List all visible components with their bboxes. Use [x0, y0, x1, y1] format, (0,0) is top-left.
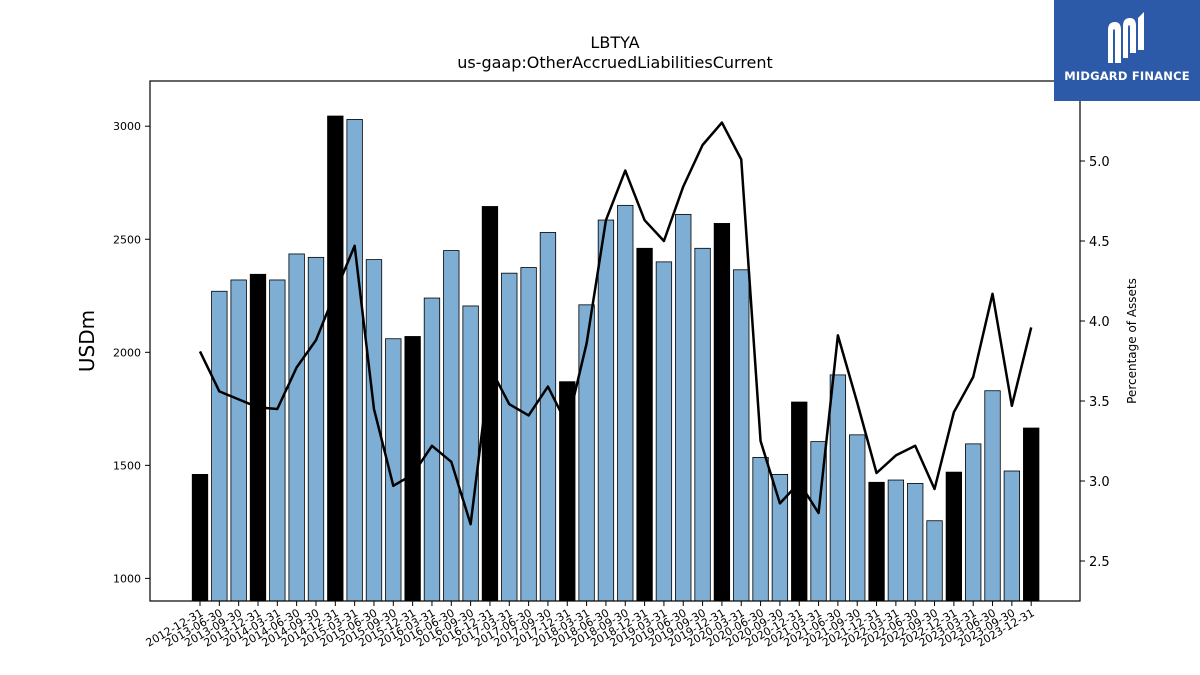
chart-title: LBTYA — [590, 33, 639, 52]
bar-2023-12-31 — [1023, 427, 1040, 602]
bar-2022-12-31 — [945, 471, 963, 602]
y-tick-label: 1500 — [113, 459, 141, 472]
bar-2020-09-30 — [771, 473, 789, 602]
bar-2018-12-31 — [636, 247, 653, 602]
bar-2019-12-31 — [713, 223, 731, 602]
bar-2019-03-31 — [655, 261, 673, 602]
plot-frame — [149, 80, 1081, 602]
y-tick-label: 1000 — [113, 572, 141, 585]
y2-tick-label: 4.5 — [1089, 235, 1110, 250]
bar-2016-09-30 — [462, 305, 479, 602]
y2-tick-label: 2.5 — [1089, 555, 1110, 570]
bar-2018-06-30 — [597, 219, 615, 602]
percentage-of-assets-line — [198, 121, 1033, 526]
bar-2018-03-31 — [578, 304, 595, 602]
y2-tick-label: 5.0 — [1089, 155, 1110, 170]
bar-2014-09-30 — [307, 256, 325, 602]
bar-2016-06-30 — [443, 250, 460, 602]
bar-2013-12-31 — [249, 273, 267, 602]
bar-2014-06-30 — [288, 253, 305, 602]
bar-2017-09-30 — [539, 232, 557, 602]
bar-2020-12-31 — [791, 401, 808, 602]
y-tick-label: 2000 — [113, 346, 141, 359]
bar-2014-03-31 — [269, 279, 286, 602]
y2-tick-label: 4.0 — [1089, 315, 1110, 330]
bar-2023-06-30 — [984, 390, 1001, 602]
bar-2023-09-30 — [1003, 470, 1021, 602]
y2-tick-label: 3.0 — [1089, 475, 1110, 490]
bar-2012-12-31 — [191, 473, 209, 602]
bar-2019-09-30 — [694, 247, 711, 602]
bar-2015-03-31 — [346, 119, 363, 602]
brand-logo: MIDGARD FINANCE — [1054, 0, 1200, 101]
y-axis-label: USDm — [75, 310, 99, 372]
bar-2018-09-30 — [617, 204, 634, 602]
bar-2020-03-31 — [733, 269, 750, 602]
bar-2015-09-30 — [385, 338, 402, 602]
bar-2014-12-31 — [327, 115, 344, 602]
bar-2013-09-30 — [230, 279, 247, 602]
midgard-m-logo-icon — [1108, 12, 1144, 63]
y-tick-label: 3000 — [113, 120, 141, 133]
bar-2023-03-31 — [965, 443, 982, 602]
bar-2017-03-31 — [501, 272, 518, 602]
y2-tick-label: 3.5 — [1089, 395, 1110, 410]
bar-2021-09-30 — [849, 434, 866, 602]
bar-2022-09-30 — [926, 520, 943, 602]
bar-2019-06-30 — [675, 213, 692, 602]
y2-axis-label: Percentage of Assets — [1125, 278, 1139, 404]
y-tick-label: 2500 — [113, 233, 141, 246]
bar-2021-12-31 — [868, 481, 885, 602]
bar-2013-06-30 — [211, 290, 228, 602]
bar-2022-06-30 — [907, 483, 924, 602]
chart-subtitle: us-gaap:OtherAccruedLiabilitiesCurrent — [457, 53, 773, 72]
bar-2017-06-30 — [520, 267, 537, 602]
percentage-line-series — [198, 121, 1033, 526]
bar-series — [191, 115, 1040, 602]
brand-name: MIDGARD FINANCE — [1064, 69, 1190, 83]
bar-2021-06-30 — [829, 374, 847, 602]
bar-2022-03-31 — [887, 479, 905, 602]
bar-2020-06-30 — [752, 457, 769, 602]
